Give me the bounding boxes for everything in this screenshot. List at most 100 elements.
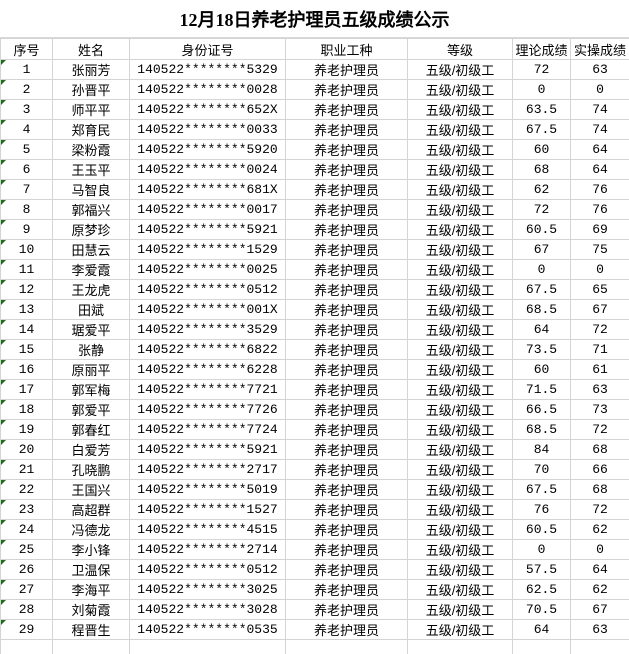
cell-practical-score[interactable]: 72 — [571, 420, 629, 440]
cell-level[interactable]: 五级/初级工 — [408, 480, 513, 500]
column-header-name[interactable]: 姓名 — [53, 39, 130, 60]
cell-id-number[interactable]: 140522********1529 — [130, 240, 286, 260]
cell-id-number[interactable]: 140522********7726 — [130, 400, 286, 420]
cell-level[interactable]: 五级/初级工 — [408, 620, 513, 640]
cell-name[interactable]: 琚爱平 — [53, 320, 130, 340]
empty-cell-theory[interactable] — [513, 640, 571, 654]
cell-job[interactable]: 养老护理员 — [286, 380, 408, 400]
cell-id-number[interactable]: 140522********2717 — [130, 460, 286, 480]
cell-name[interactable]: 王国兴 — [53, 480, 130, 500]
cell-practical-score[interactable]: 73 — [571, 400, 629, 420]
cell-id-number[interactable]: 140522********4515 — [130, 520, 286, 540]
cell-name[interactable]: 白爱芳 — [53, 440, 130, 460]
cell-level[interactable]: 五级/初级工 — [408, 220, 513, 240]
cell-id-number[interactable]: 140522********0025 — [130, 260, 286, 280]
cell-level[interactable]: 五级/初级工 — [408, 440, 513, 460]
cell-job[interactable]: 养老护理员 — [286, 180, 408, 200]
cell-theory-score[interactable]: 57.5 — [513, 560, 571, 580]
cell-job[interactable]: 养老护理员 — [286, 280, 408, 300]
cell-job[interactable]: 养老护理员 — [286, 220, 408, 240]
cell-name[interactable]: 田斌 — [53, 300, 130, 320]
empty-cell-id[interactable] — [130, 640, 286, 654]
cell-name[interactable]: 卫温保 — [53, 560, 130, 580]
cell-theory-score[interactable]: 67.5 — [513, 480, 571, 500]
cell-index[interactable]: 4 — [1, 120, 53, 140]
cell-theory-score[interactable]: 66.5 — [513, 400, 571, 420]
cell-theory-score[interactable]: 68 — [513, 160, 571, 180]
cell-level[interactable]: 五级/初级工 — [408, 60, 513, 80]
cell-level[interactable]: 五级/初级工 — [408, 600, 513, 620]
cell-practical-score[interactable]: 64 — [571, 140, 629, 160]
cell-job[interactable]: 养老护理员 — [286, 140, 408, 160]
cell-job[interactable]: 养老护理员 — [286, 260, 408, 280]
cell-name[interactable]: 张静 — [53, 340, 130, 360]
cell-job[interactable]: 养老护理员 — [286, 60, 408, 80]
cell-id-number[interactable]: 140522********3529 — [130, 320, 286, 340]
cell-index[interactable]: 24 — [1, 520, 53, 540]
cell-job[interactable]: 养老护理员 — [286, 200, 408, 220]
cell-theory-score[interactable]: 60.5 — [513, 220, 571, 240]
cell-practical-score[interactable]: 76 — [571, 180, 629, 200]
cell-theory-score[interactable]: 67 — [513, 240, 571, 260]
cell-theory-score[interactable]: 84 — [513, 440, 571, 460]
empty-cell-level[interactable] — [408, 640, 513, 654]
cell-level[interactable]: 五级/初级工 — [408, 400, 513, 420]
cell-name[interactable]: 王龙虎 — [53, 280, 130, 300]
cell-id-number[interactable]: 140522********5920 — [130, 140, 286, 160]
cell-index[interactable]: 23 — [1, 500, 53, 520]
cell-job[interactable]: 养老护理员 — [286, 560, 408, 580]
cell-index[interactable]: 28 — [1, 600, 53, 620]
cell-name[interactable]: 原丽平 — [53, 360, 130, 380]
cell-job[interactable]: 养老护理员 — [286, 400, 408, 420]
cell-theory-score[interactable]: 72 — [513, 60, 571, 80]
cell-practical-score[interactable]: 75 — [571, 240, 629, 260]
cell-practical-score[interactable]: 63 — [571, 620, 629, 640]
cell-name[interactable]: 程晋生 — [53, 620, 130, 640]
cell-name[interactable]: 郑育民 — [53, 120, 130, 140]
cell-level[interactable]: 五级/初级工 — [408, 160, 513, 180]
cell-theory-score[interactable]: 0 — [513, 540, 571, 560]
cell-job[interactable]: 养老护理员 — [286, 480, 408, 500]
cell-job[interactable]: 养老护理员 — [286, 240, 408, 260]
cell-theory-score[interactable]: 60 — [513, 140, 571, 160]
cell-name[interactable]: 李小锋 — [53, 540, 130, 560]
cell-id-number[interactable]: 140522********0017 — [130, 200, 286, 220]
cell-name[interactable]: 孔晓鹏 — [53, 460, 130, 480]
cell-job[interactable]: 养老护理员 — [286, 460, 408, 480]
cell-job[interactable]: 养老护理员 — [286, 420, 408, 440]
cell-name[interactable]: 郭福兴 — [53, 200, 130, 220]
cell-index[interactable]: 20 — [1, 440, 53, 460]
cell-level[interactable]: 五级/初级工 — [408, 540, 513, 560]
cell-job[interactable]: 养老护理员 — [286, 300, 408, 320]
cell-name[interactable]: 原梦珍 — [53, 220, 130, 240]
cell-level[interactable]: 五级/初级工 — [408, 340, 513, 360]
cell-theory-score[interactable]: 76 — [513, 500, 571, 520]
cell-name[interactable]: 师平平 — [53, 100, 130, 120]
cell-job[interactable]: 养老护理员 — [286, 600, 408, 620]
column-header-job[interactable]: 职业工种 — [286, 39, 408, 60]
cell-level[interactable]: 五级/初级工 — [408, 380, 513, 400]
cell-theory-score[interactable]: 68.5 — [513, 300, 571, 320]
cell-id-number[interactable]: 140522********001X — [130, 300, 286, 320]
empty-cell-practical[interactable] — [571, 640, 629, 654]
cell-theory-score[interactable]: 72 — [513, 200, 571, 220]
cell-name[interactable]: 李海平 — [53, 580, 130, 600]
cell-id-number[interactable]: 140522********3025 — [130, 580, 286, 600]
cell-index[interactable]: 19 — [1, 420, 53, 440]
column-header-level[interactable]: 等级 — [408, 39, 513, 60]
cell-job[interactable]: 养老护理员 — [286, 520, 408, 540]
cell-practical-score[interactable]: 71 — [571, 340, 629, 360]
cell-practical-score[interactable]: 63 — [571, 60, 629, 80]
cell-practical-score[interactable]: 62 — [571, 520, 629, 540]
cell-practical-score[interactable]: 69 — [571, 220, 629, 240]
cell-theory-score[interactable]: 0 — [513, 80, 571, 100]
cell-practical-score[interactable]: 72 — [571, 500, 629, 520]
cell-theory-score[interactable]: 64 — [513, 320, 571, 340]
cell-id-number[interactable]: 140522********0535 — [130, 620, 286, 640]
cell-practical-score[interactable]: 74 — [571, 120, 629, 140]
cell-practical-score[interactable]: 76 — [571, 200, 629, 220]
cell-practical-score[interactable]: 68 — [571, 480, 629, 500]
cell-index[interactable]: 29 — [1, 620, 53, 640]
cell-practical-score[interactable]: 64 — [571, 160, 629, 180]
cell-index[interactable]: 1 — [1, 60, 53, 80]
